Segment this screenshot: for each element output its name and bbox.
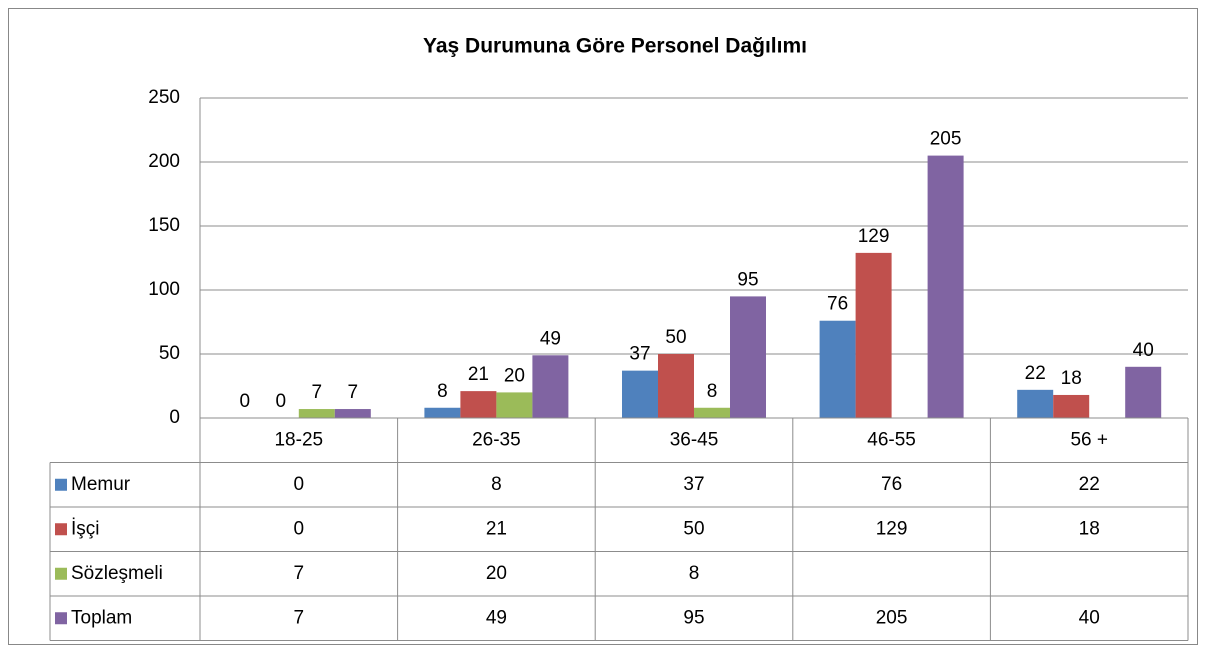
table-cell: 0 — [294, 518, 305, 539]
bar — [496, 392, 533, 418]
table-cell: 40 — [1079, 607, 1100, 628]
data-label: 0 — [240, 391, 251, 412]
data-label: 50 — [665, 327, 686, 348]
data-label: 7 — [348, 382, 359, 403]
data-label: 8 — [707, 381, 718, 402]
x-tick-label: 56 + — [1070, 429, 1108, 450]
table-cell: 8 — [491, 474, 502, 495]
y-tick-label: 200 — [148, 151, 180, 172]
bar — [622, 370, 658, 418]
bar — [819, 320, 856, 418]
bar — [730, 296, 766, 418]
x-tick-label: 46-55 — [867, 429, 916, 450]
y-tick-label: 50 — [159, 343, 180, 364]
y-tick-label: 250 — [148, 87, 180, 108]
data-label: 129 — [858, 226, 890, 247]
table-cell: 37 — [683, 474, 704, 495]
legend-label: Sözleşmeli — [71, 563, 163, 584]
table-cell: 7 — [294, 607, 305, 628]
bar — [334, 409, 371, 418]
table-cell: 50 — [683, 518, 704, 539]
bar — [1017, 389, 1054, 418]
legend-swatch — [55, 612, 67, 625]
data-label: 49 — [540, 328, 561, 349]
legend-label: İşçi — [71, 518, 100, 539]
data-label: 37 — [629, 344, 650, 365]
bar — [1053, 394, 1090, 418]
legend-label: Toplam — [71, 607, 132, 628]
data-label: 21 — [468, 364, 489, 385]
data-label: 40 — [1133, 340, 1154, 361]
table-cell: 18 — [1079, 518, 1100, 539]
data-label: 205 — [930, 129, 962, 150]
legend-label: Memur — [71, 474, 131, 495]
y-tick-label: 100 — [148, 279, 180, 300]
data-label: 95 — [737, 269, 758, 290]
bar — [855, 252, 892, 418]
table-cell: 205 — [876, 607, 908, 628]
x-tick-label: 36-45 — [670, 429, 719, 450]
bar — [927, 155, 964, 418]
legend-swatch — [55, 523, 67, 536]
data-label: 76 — [827, 294, 848, 315]
data-label: 20 — [504, 365, 525, 386]
table-cell: 129 — [876, 518, 908, 539]
table-cell: 20 — [486, 563, 507, 584]
x-tick-label: 18-25 — [274, 429, 323, 450]
data-label: 18 — [1061, 368, 1082, 389]
table-cell: 22 — [1079, 474, 1100, 495]
table-cell: 95 — [683, 607, 704, 628]
legend-swatch — [55, 478, 67, 491]
bar — [424, 407, 461, 418]
table-cell: 7 — [294, 563, 305, 584]
bar — [1125, 366, 1162, 418]
chart-border — [8, 8, 1198, 645]
bar — [298, 409, 335, 418]
y-tick-label: 150 — [148, 215, 180, 236]
data-label: 8 — [437, 381, 448, 402]
y-tick-label: 0 — [169, 407, 180, 428]
x-tick-label: 26-35 — [472, 429, 521, 450]
table-cell: 49 — [486, 607, 507, 628]
data-label: 0 — [276, 391, 287, 412]
data-label: 7 — [312, 382, 323, 403]
table-cell: 76 — [881, 474, 902, 495]
bar — [460, 391, 497, 418]
table-cell: 8 — [689, 563, 700, 584]
data-label: 22 — [1025, 363, 1046, 384]
bar — [532, 355, 569, 418]
chart-title: Yaş Durumuna Göre Personel Dağılımı — [423, 35, 807, 58]
table-cell: 21 — [486, 518, 507, 539]
table-cell: 0 — [294, 474, 305, 495]
bar — [694, 407, 730, 418]
legend-swatch — [55, 567, 67, 580]
bar — [658, 354, 694, 418]
